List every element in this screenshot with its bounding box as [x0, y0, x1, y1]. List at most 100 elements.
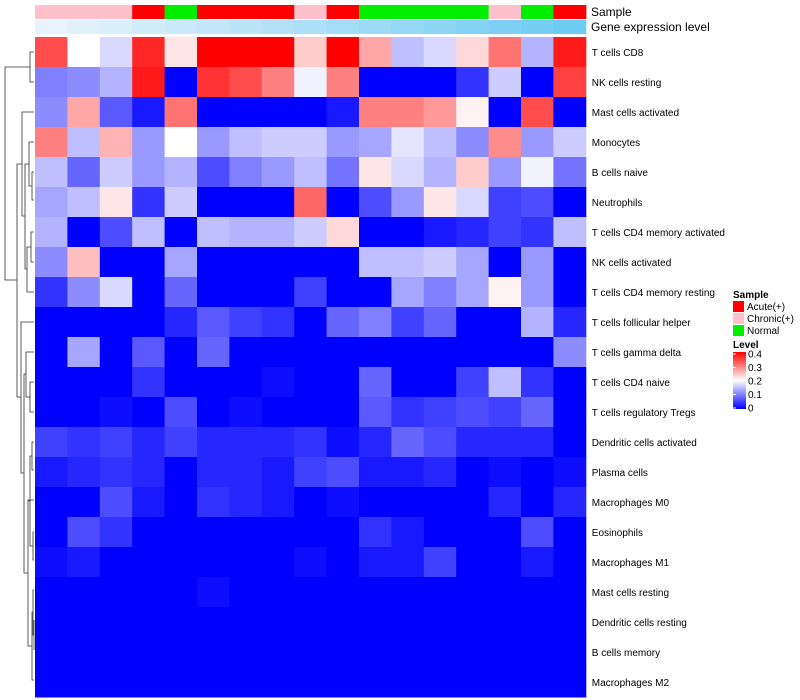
heatmap-cell: [456, 547, 490, 578]
heatmap-cell: [391, 67, 425, 98]
heatmap-cell: [359, 427, 392, 458]
heatmap-cell: [229, 127, 263, 158]
heatmap-cell: [423, 127, 457, 158]
sample-annotation-cell: [391, 5, 425, 19]
heatmap-cell: [67, 247, 101, 278]
heatmap-cell: [521, 607, 554, 638]
heatmap-cell: [326, 307, 360, 338]
gene-expression-annotation-cell: [132, 20, 166, 34]
level-tick-label: 0.3: [748, 363, 762, 374]
heatmap-cell: [261, 457, 295, 488]
heatmap-cell: [326, 607, 360, 638]
heatmap-cell: [359, 157, 392, 188]
heatmap-cell: [35, 157, 68, 188]
heatmap-cell: [359, 277, 392, 308]
heatmap-cell: [456, 487, 490, 518]
sample-legend-swatch: [733, 325, 744, 336]
heatmap-cell: [99, 427, 133, 458]
heatmap-cell: [456, 277, 490, 308]
heatmap-cell: [164, 607, 198, 638]
heatmap-cell: [67, 307, 101, 338]
heatmap-cell: [326, 337, 360, 368]
heatmap-cell: [488, 427, 522, 458]
heatmap-cell: [164, 337, 198, 368]
heatmap-cell: [67, 427, 101, 458]
heatmap-cell: [553, 607, 587, 638]
sample-annotation-cell: [99, 5, 133, 19]
heatmap-cell: [326, 547, 360, 578]
heatmap-cell: [197, 307, 230, 338]
heatmap-cell: [391, 637, 425, 668]
heatmap-cell: [164, 127, 198, 158]
heatmap-cell: [67, 547, 101, 578]
sample-legend-title: Sample: [733, 290, 769, 301]
heatmap-cell: [99, 277, 133, 308]
heatmap-cell: [67, 37, 101, 68]
heatmap-cell: [391, 337, 425, 368]
sample-annotation-cell: [197, 5, 230, 19]
heatmap-cell: [35, 127, 68, 158]
heatmap-cell: [326, 277, 360, 308]
heatmap-cell: [553, 517, 587, 548]
heatmap-cell: [391, 277, 425, 308]
heatmap-cell: [391, 667, 425, 698]
heatmap-cell: [391, 427, 425, 458]
row-label: Macrophages M2: [592, 678, 670, 689]
gene-expression-annotation-cell: [294, 20, 328, 34]
heatmap-cell: [488, 547, 522, 578]
heatmap-cell: [67, 517, 101, 548]
heatmap-cell: [359, 187, 392, 218]
heatmap-cell: [359, 247, 392, 278]
heatmap-cell: [488, 187, 522, 218]
heatmap-cell: [521, 247, 554, 278]
heatmap-cell: [197, 37, 230, 68]
heatmap-cell: [67, 487, 101, 518]
heatmap-cell: [132, 457, 166, 488]
heatmap-cell: [553, 37, 587, 68]
heatmap-cell: [359, 217, 392, 248]
heatmap-cell: [423, 487, 457, 518]
heatmap-cell: [67, 607, 101, 638]
row-label: Mast cells activated: [592, 108, 679, 119]
heatmap-cell: [164, 157, 198, 188]
heatmap-cell: [261, 187, 295, 218]
heatmap-cell: [99, 127, 133, 158]
heatmap-cell: [326, 127, 360, 158]
heatmap-cell: [294, 397, 328, 428]
row-label: Mast cells resting: [592, 588, 669, 599]
level-tick-label: 0.2: [748, 377, 762, 388]
heatmap-cell: [423, 307, 457, 338]
sample-legend-label: Normal: [747, 326, 779, 337]
heatmap-cell: [99, 37, 133, 68]
heatmap-cell: [229, 307, 263, 338]
heatmap-cell: [294, 337, 328, 368]
sample-annotation-cell: [229, 5, 263, 19]
heatmap-cell: [423, 367, 457, 398]
heatmap-cell: [488, 157, 522, 188]
heatmap-cell: [521, 67, 554, 98]
heatmap-cell: [99, 157, 133, 188]
heatmap-cell: [294, 157, 328, 188]
sample-legend-label: Chronic(+): [747, 314, 794, 325]
row-label: Macrophages M1: [592, 558, 670, 569]
heatmap-cell: [229, 577, 263, 608]
heatmap-cell: [132, 607, 166, 638]
heatmap-cell: [67, 577, 101, 608]
heatmap-cell: [423, 457, 457, 488]
level-tick-label: 0.4: [748, 350, 762, 361]
heatmap-cell: [488, 37, 522, 68]
heatmap-cell: [229, 67, 263, 98]
heatmap-cell: [456, 397, 490, 428]
heatmap-cell: [197, 457, 230, 488]
heatmap-cell: [456, 127, 490, 158]
sample-annotation-cell: [132, 5, 166, 19]
heatmap-cell: [197, 127, 230, 158]
heatmap-cell: [521, 367, 554, 398]
heatmap-cell: [423, 667, 457, 698]
heatmap-cell: [294, 37, 328, 68]
heatmap-cell: [99, 577, 133, 608]
heatmap-cell: [229, 457, 263, 488]
heatmap-cell: [197, 157, 230, 188]
heatmap-cell: [359, 517, 392, 548]
heatmap-cell: [261, 577, 295, 608]
